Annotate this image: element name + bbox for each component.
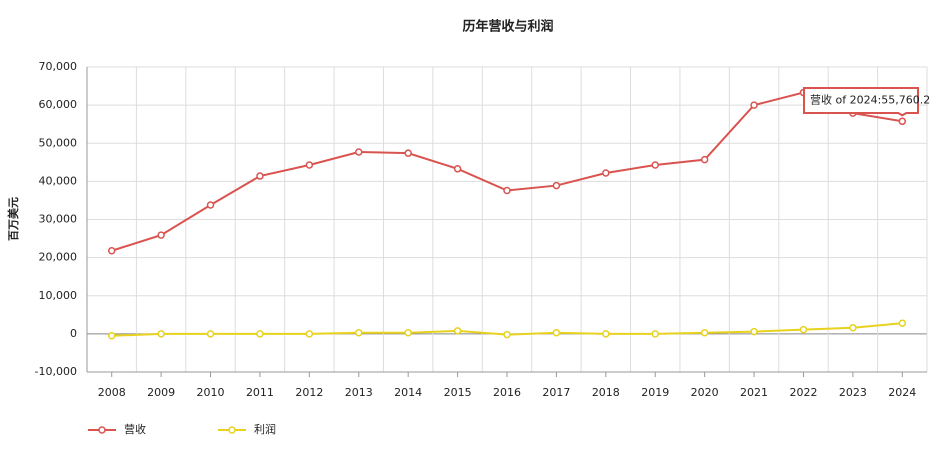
y-tick-label: 40,000 (39, 174, 78, 187)
x-tick-label: 2013 (345, 386, 373, 399)
point (898, 319, 907, 327)
y-tick-label: 70,000 (39, 60, 78, 73)
legend-marker (98, 426, 106, 434)
point (602, 330, 610, 338)
point (700, 328, 709, 337)
point (552, 181, 561, 190)
point (157, 231, 165, 239)
x-tick-label: 2011 (246, 386, 274, 399)
y-tick-label: 50,000 (39, 136, 78, 149)
point (552, 328, 561, 337)
point (799, 325, 808, 334)
x-tick-label: 2017 (542, 386, 570, 399)
point (453, 327, 462, 335)
y-tick-label: 10,000 (39, 289, 78, 302)
y-tick-label: 0 (70, 327, 77, 340)
point (453, 165, 462, 173)
point (206, 330, 215, 338)
x-tick-label: 2014 (394, 386, 422, 399)
y-tick-label: 30,000 (39, 213, 78, 226)
point (157, 330, 165, 338)
x-tick-label: 2009 (147, 386, 175, 399)
x-tick-label: 2008 (98, 386, 126, 399)
x-tick-label: 2010 (197, 386, 225, 399)
point (107, 332, 116, 340)
point (355, 328, 363, 337)
x-tick-label: 2019 (641, 386, 669, 399)
point (206, 201, 215, 209)
x-tick-label: 2012 (295, 386, 323, 399)
x-tick-label: 2024 (888, 386, 916, 399)
tooltip-box (803, 87, 919, 117)
x-tick-label: 2016 (493, 386, 521, 399)
legend-label: 营收 (124, 422, 146, 436)
x-tick-label: 2018 (592, 386, 620, 399)
x-tick-label: 2020 (691, 386, 719, 399)
series-line (111, 91, 903, 252)
y-tick-label: 20,000 (39, 251, 78, 264)
legend-marker (228, 426, 236, 434)
point (107, 247, 116, 255)
y-tick-label: -10,000 (35, 365, 77, 378)
point (651, 161, 659, 169)
point (750, 327, 758, 336)
point (404, 149, 412, 157)
x-tick-label: 2023 (839, 386, 867, 399)
y-tick-label: 60,000 (39, 98, 78, 111)
x-tick-label: 2021 (740, 386, 768, 399)
x-tick-label: 2015 (444, 386, 472, 399)
point (305, 161, 314, 169)
point (503, 186, 511, 195)
point (404, 328, 412, 337)
point (503, 330, 511, 339)
point (700, 155, 709, 164)
point (651, 330, 659, 338)
x-tick-label: 2022 (789, 386, 817, 399)
tooltip-text: 营收 of 2024:55,760.2 (810, 93, 930, 107)
point (750, 101, 758, 109)
point (849, 324, 857, 332)
point (898, 117, 907, 126)
legend-label: 利润 (254, 422, 276, 436)
point (256, 172, 264, 180)
y-axis-label: 百万美元 (6, 197, 20, 241)
point (256, 330, 264, 338)
point (305, 330, 314, 338)
point (355, 148, 363, 156)
chart-title: 历年营收与利润 (462, 19, 553, 35)
point (602, 169, 610, 177)
